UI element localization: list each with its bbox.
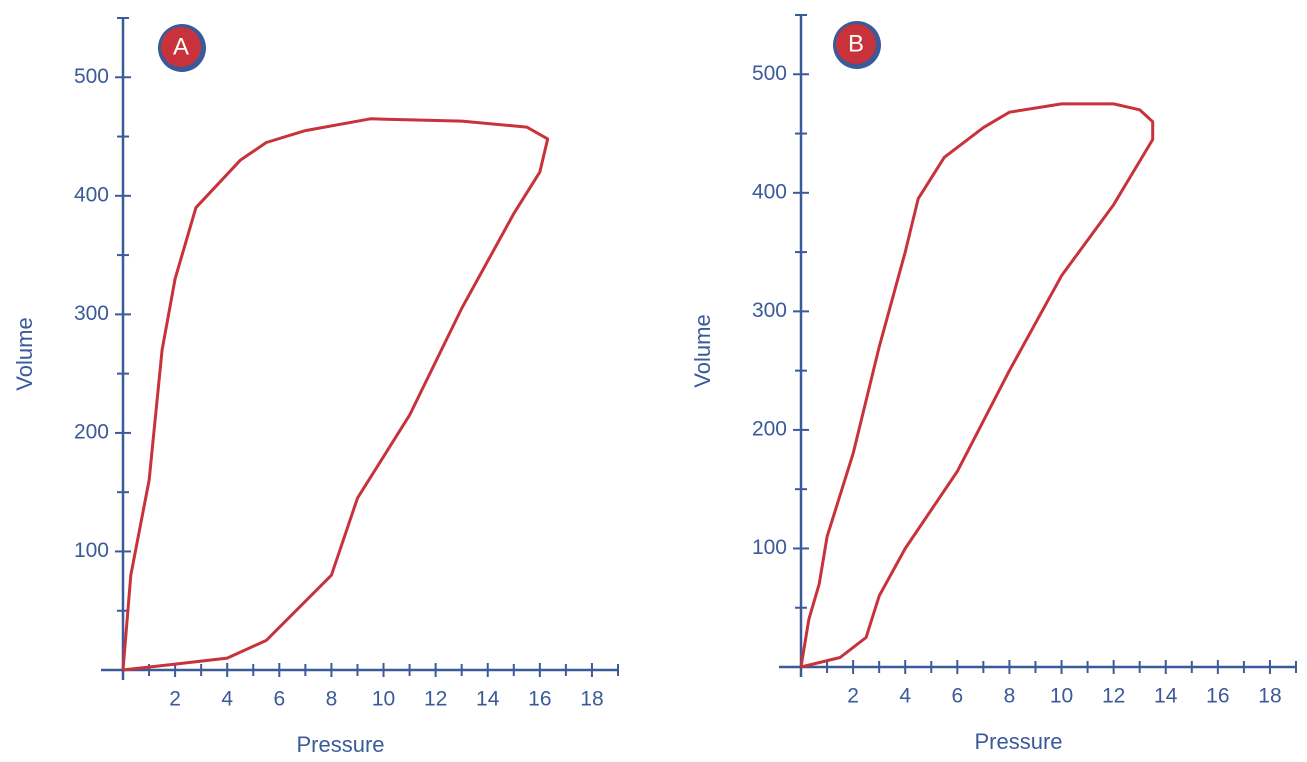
pv-loop	[121, 117, 550, 672]
y-tick-label: 200	[74, 420, 109, 443]
x-tick-label: 2	[169, 688, 181, 711]
x-tick-label: 10	[372, 688, 395, 711]
x-tick-label: 14	[1154, 685, 1178, 708]
y-axis-label: Volume	[12, 317, 37, 390]
x-axis-label: Pressure	[974, 729, 1062, 754]
x-tick-label: 4	[221, 688, 233, 711]
x-tick-label: 12	[1102, 685, 1125, 708]
y-tick-label: 100	[74, 539, 109, 562]
y-tick-label: 300	[752, 299, 787, 322]
badge-fill	[836, 24, 876, 64]
x-tick-label: 4	[899, 685, 911, 708]
x-tick-label: 8	[326, 688, 338, 711]
x-tick-label: 8	[1004, 685, 1016, 708]
badge-label: A	[173, 33, 189, 60]
x-tick-label: 14	[476, 688, 500, 711]
badge-fill	[161, 27, 201, 67]
x-tick-label: 18	[1258, 685, 1281, 708]
badge-label: B	[848, 30, 864, 57]
x-tick-label: 18	[580, 688, 603, 711]
x-tick-label: 16	[528, 688, 551, 711]
y-tick-label: 500	[752, 62, 787, 85]
x-tick-label: 10	[1050, 685, 1073, 708]
y-tick-label: 500	[74, 65, 109, 88]
y-tick-label: 200	[752, 417, 787, 440]
chart-panel: 2 4 6 8 10 12 14 16 18 100 200 300 400 500 Pressure Vol…	[690, 14, 1297, 754]
y-axis-label: Volume	[690, 314, 715, 387]
y-tick-label: 400	[752, 180, 787, 203]
y-tick-label: 300	[74, 302, 109, 325]
chart-panel: 2 4 6 8 10 12 14 16 18 100 200 300 400 500 Pressure Vol…	[12, 17, 619, 757]
x-tick-label: 16	[1206, 685, 1229, 708]
y-tick-label: 100	[752, 536, 787, 559]
x-tick-label: 6	[273, 688, 285, 711]
y-tick-label: 400	[74, 183, 109, 206]
x-tick-label: 2	[847, 685, 859, 708]
x-tick-label: 6	[951, 685, 963, 708]
x-axis-label: Pressure	[296, 732, 384, 757]
pv-loop	[799, 102, 1155, 669]
x-tick-label: 12	[424, 688, 447, 711]
